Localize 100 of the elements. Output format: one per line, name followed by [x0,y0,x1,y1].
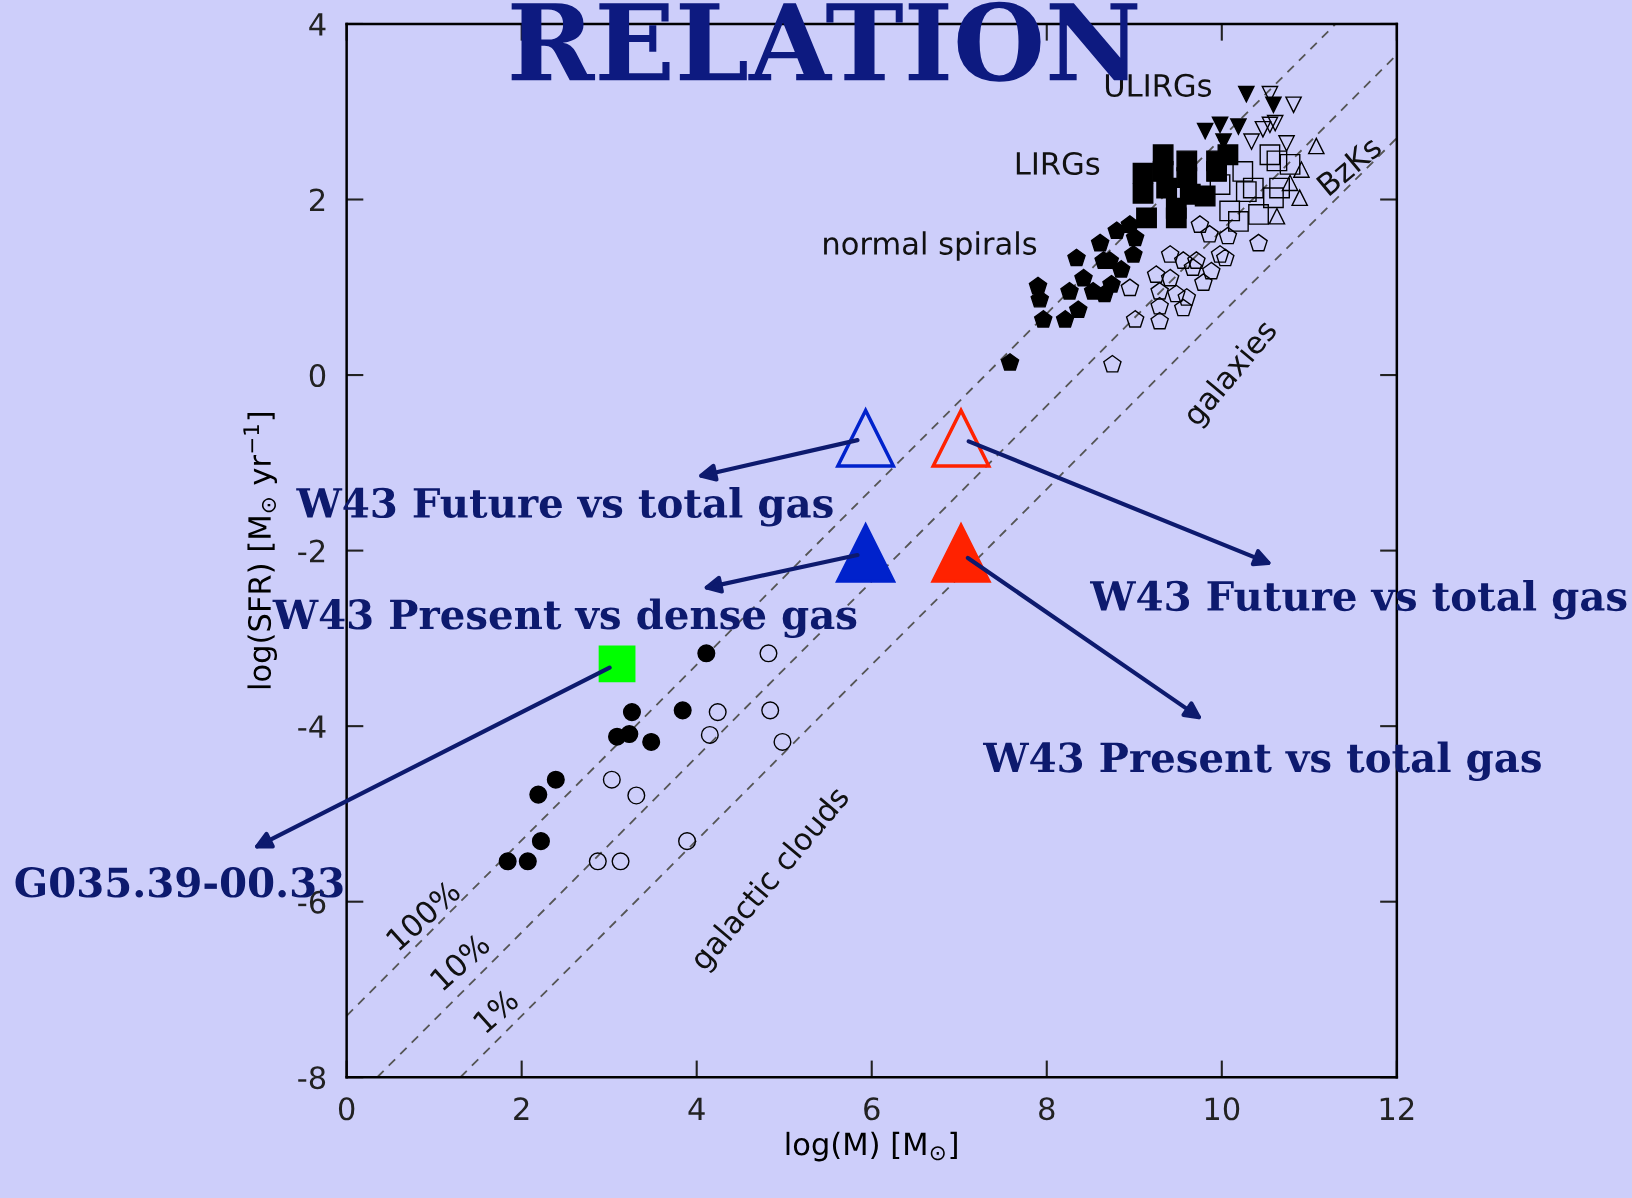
x-tick-label: 0 [338,1097,355,1121]
point [1124,245,1143,263]
point [1187,251,1206,269]
point [1230,118,1247,135]
point [1174,298,1193,317]
point [1150,296,1169,315]
point [1291,189,1309,207]
point [1269,177,1290,199]
x-tick-label: 10 [1205,1097,1240,1121]
point [1232,161,1254,182]
point [1111,260,1131,278]
point [1216,248,1235,267]
point [708,703,727,722]
point [1165,207,1187,229]
point [673,701,692,720]
point [1266,114,1284,132]
point [697,644,716,663]
point [761,701,780,720]
point [498,852,517,871]
annotation: LIRGs [1016,151,1100,176]
point [1210,245,1230,263]
point [1235,181,1257,203]
point [1174,251,1193,269]
point [1263,187,1284,209]
x-tick-label: 2 [514,1097,529,1120]
point [1090,233,1110,252]
point [1237,85,1255,103]
point [1243,133,1260,150]
point [1268,207,1286,225]
point [1055,310,1075,328]
x-tick-label: 12 [1380,1097,1414,1120]
point [1150,281,1169,300]
point [1156,177,1178,199]
x-tick-label: 4 [688,1097,705,1120]
point [1160,245,1180,263]
point [627,786,646,805]
point [1190,215,1210,233]
point [1160,268,1180,287]
point [1218,226,1238,245]
point [1125,228,1145,247]
point [773,732,792,751]
point [1285,96,1302,114]
point [1177,288,1197,306]
point [678,832,697,851]
y-tick-label: 0 [309,363,326,388]
point [1074,268,1093,287]
point [1281,174,1299,192]
point [1266,150,1288,172]
y-tick-label: -8 [298,1066,326,1090]
point [1000,353,1020,371]
point [1211,116,1229,134]
point [1167,284,1186,303]
y-tick-label: -2 [298,539,325,563]
annotation: normal spirals [824,231,1037,261]
point [642,732,661,751]
y-tick-label: 4 [309,13,326,36]
point [531,832,550,851]
point [1279,153,1301,175]
point [1136,207,1157,229]
point [620,725,639,744]
point [1248,204,1269,225]
point [1259,144,1281,166]
x-axis-title: log(M) [M$_{⊙}$] [786,1131,957,1162]
point [529,785,548,804]
point [622,703,641,722]
annotation: 1% [472,987,520,1034]
point [1219,200,1241,222]
x-tick-label: 8 [1039,1097,1055,1121]
point [1200,224,1219,243]
point [700,725,719,744]
point [1102,274,1121,293]
point [588,852,607,871]
point [1107,221,1127,240]
point [1228,211,1249,232]
point [1103,354,1122,373]
point [1196,122,1214,140]
y-tick-label: -4 [298,715,326,738]
y-tick-label: 2 [309,188,325,212]
point [1261,116,1279,134]
point [1132,162,1154,184]
point [1067,248,1086,267]
point [1125,310,1145,328]
point [1293,161,1310,178]
point [1068,300,1088,319]
point [1033,310,1053,328]
point [518,852,537,871]
point [1150,311,1169,330]
point [1132,182,1154,204]
point [1242,177,1264,199]
point [1146,265,1166,283]
point [1060,281,1079,300]
point [598,645,636,683]
point [602,770,621,789]
point [1120,278,1140,297]
x-tick-label: 6 [864,1097,880,1121]
point [1194,185,1216,207]
point [1194,273,1213,291]
point [1202,261,1221,280]
point [759,644,778,663]
point [1278,134,1295,152]
